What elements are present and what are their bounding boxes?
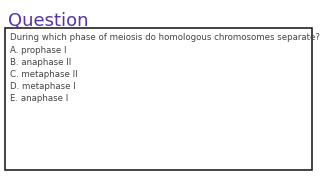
- Text: B. anaphase II: B. anaphase II: [10, 58, 71, 67]
- Text: A. prophase I: A. prophase I: [10, 46, 67, 55]
- Text: D. metaphase I: D. metaphase I: [10, 82, 76, 91]
- Text: C. metaphase II: C. metaphase II: [10, 70, 78, 79]
- Bar: [5, 28, 312, 170]
- Text: During which phase of meiosis do homologous chromosomes separate?: During which phase of meiosis do homolog…: [10, 33, 320, 42]
- Text: E. anaphase I: E. anaphase I: [10, 94, 68, 103]
- Text: Question: Question: [8, 12, 89, 30]
